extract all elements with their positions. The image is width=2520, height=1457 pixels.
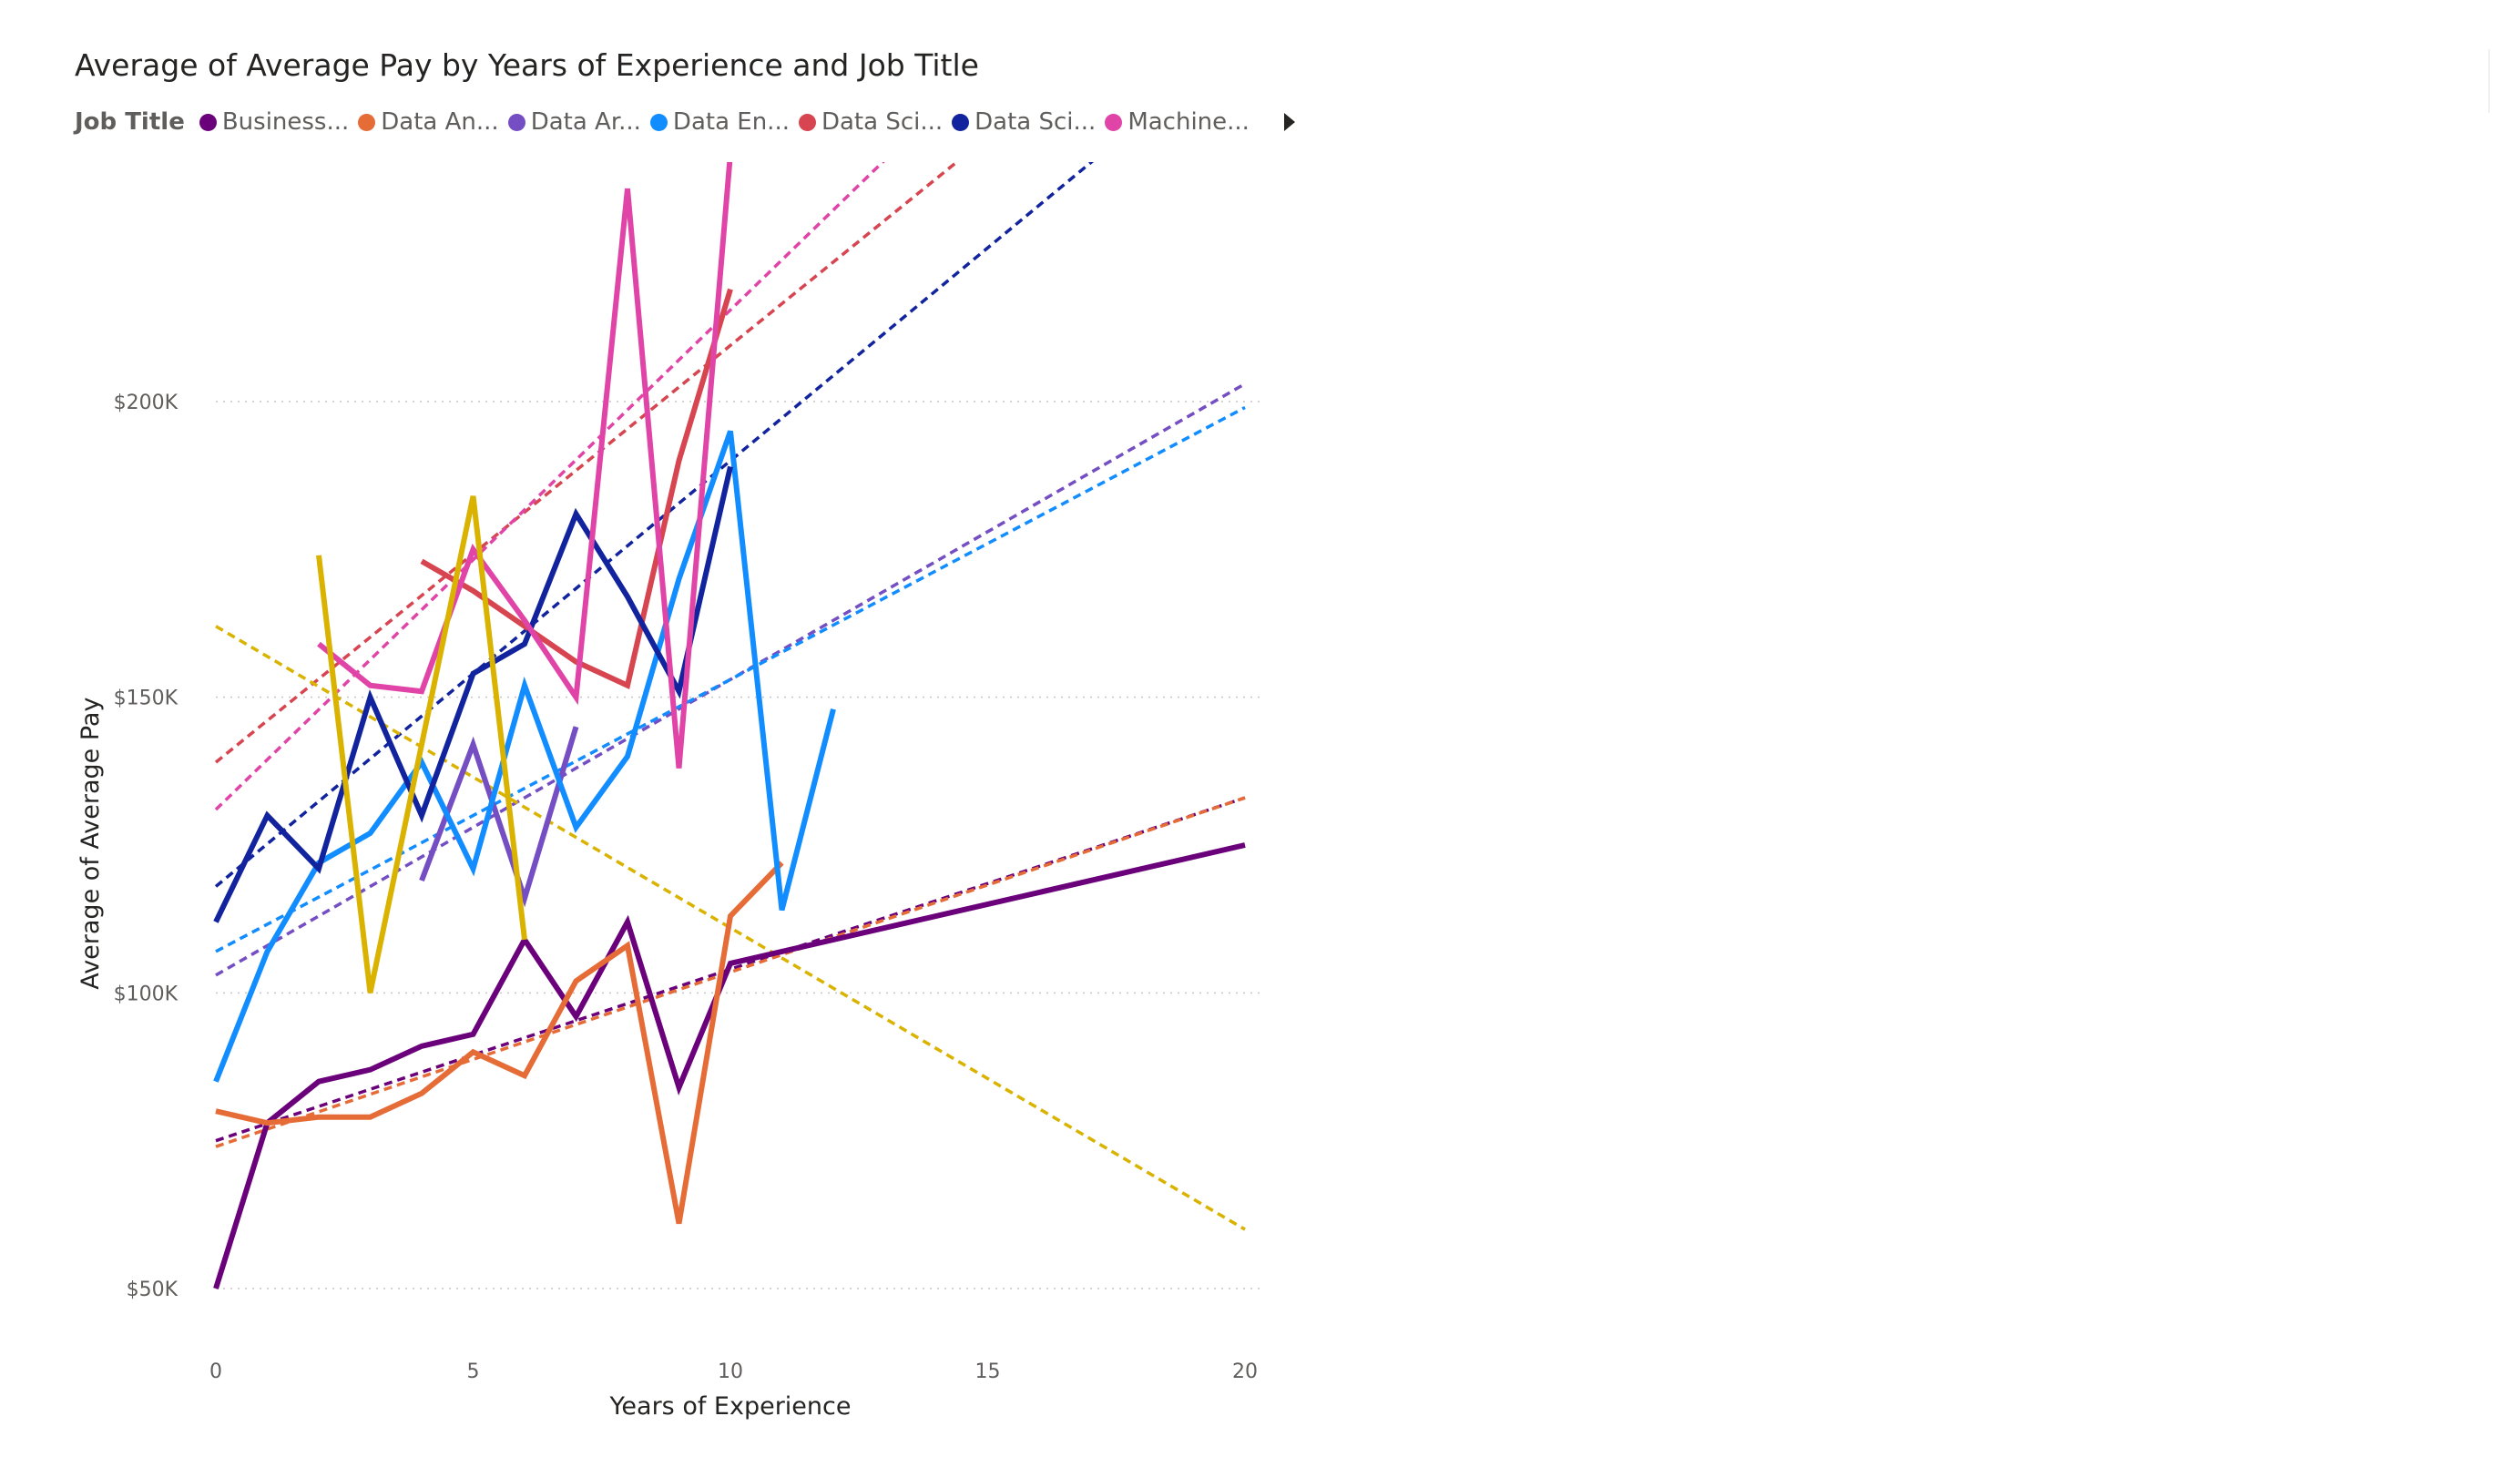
legend-next-arrow-icon[interactable] — [1283, 113, 1295, 131]
plot-area: $50K $100K $150K $200K 0 5 10 15 20 Years of Ex… — [77, 153, 1261, 1421]
y-tick-label: $100K — [114, 983, 179, 1005]
trend-line-6 — [214, 162, 885, 811]
legend-label: Data En... — [672, 108, 790, 136]
x-tick-label: 10 — [718, 1360, 743, 1383]
trend-line-5 — [214, 162, 1095, 888]
y-axis-ticks: $50K $100K $150K $200K — [114, 392, 179, 1301]
legend-item[interactable]: Machine... — [1105, 108, 1250, 136]
legend-dot-icon — [952, 113, 970, 131]
trend-line-2 — [215, 382, 1246, 977]
legend-item[interactable]: Data An... — [358, 108, 499, 136]
series-lines — [213, 153, 1246, 1289]
y-tick-label: $150K — [114, 688, 179, 710]
x-axis-title: Years of Experience — [609, 1392, 852, 1421]
y-tick-label: $200K — [114, 392, 179, 414]
series-line-5[interactable] — [213, 465, 733, 923]
legend-label: Data An... — [381, 108, 499, 136]
legend-label: Data Sci... — [974, 108, 1097, 136]
chart-title: Average of Average Pay by Years of Exper… — [75, 47, 979, 83]
legend-dot-icon — [649, 113, 668, 131]
canvas-edge-divider — [2488, 49, 2490, 113]
legend-item[interactable]: Data Sci... — [798, 108, 944, 136]
x-tick-label: 5 — [467, 1360, 480, 1383]
series-line-7[interactable] — [316, 495, 527, 993]
legend-label: Machine... — [1127, 108, 1250, 136]
legend-label: Data Sci... — [821, 108, 944, 136]
legend-item[interactable]: Data En... — [649, 108, 790, 136]
legend-dot-icon — [199, 113, 217, 131]
series-line-6[interactable] — [317, 153, 733, 769]
trend-line-3 — [215, 405, 1246, 953]
trend-line-1 — [215, 796, 1246, 1148]
chart-visual: Average of Average Pay by Years of Exper… — [75, 47, 1295, 1421]
trend-line-7 — [215, 625, 1246, 1231]
series-line-4[interactable] — [420, 288, 733, 689]
legend-dot-icon — [507, 113, 525, 131]
legend-items: Business... Data An... Data Ar... Data En..… — [199, 108, 1259, 136]
legend-item[interactable]: Data Ar... — [507, 108, 641, 136]
legend: Job Title Business... Data An... Data Ar..… — [75, 106, 1295, 138]
x-tick-label: 15 — [975, 1360, 1001, 1383]
legend-dot-icon — [1105, 113, 1123, 131]
legend-item[interactable]: Business... — [199, 108, 349, 136]
legend-item[interactable]: Data Sci... — [952, 108, 1096, 136]
x-axis-ticks: 0 5 10 15 20 — [209, 1360, 1258, 1383]
legend-title: Job Title — [75, 108, 185, 136]
legend-dot-icon — [798, 113, 816, 131]
y-axis-title: Average of Average Pay — [77, 698, 105, 990]
x-tick-label: 0 — [209, 1360, 222, 1383]
legend-label: Business... — [221, 108, 350, 136]
trend-line-4 — [214, 162, 960, 764]
series-line-0[interactable] — [213, 842, 1246, 1289]
y-tick-label: $50K — [127, 1279, 179, 1301]
x-tick-label: 20 — [1232, 1360, 1258, 1383]
series-line-1[interactable] — [215, 861, 784, 1225]
trend-lines — [214, 162, 1246, 1231]
series-line-3[interactable] — [213, 430, 836, 1083]
legend-label: Data Ar... — [530, 108, 641, 136]
legend-dot-icon — [358, 113, 376, 131]
